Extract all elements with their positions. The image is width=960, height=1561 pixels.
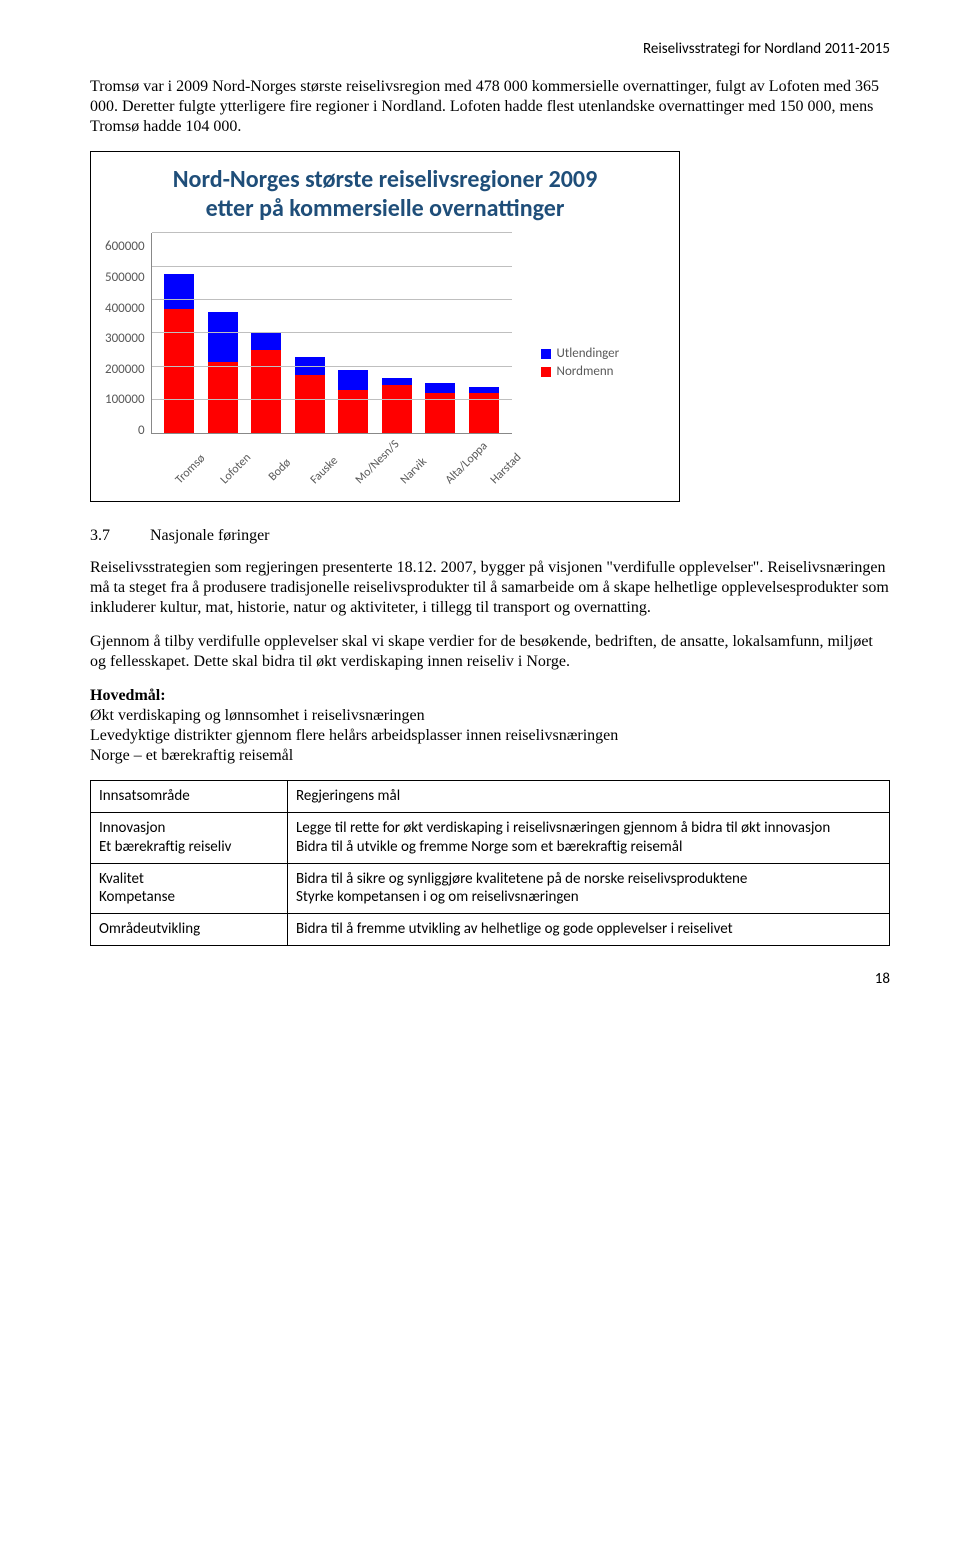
bar-segment-nordmenn: [338, 390, 368, 433]
page-header-right: Reiselivsstrategi for Nordland 2011-2015: [90, 40, 890, 59]
bar-segment-nordmenn: [382, 385, 412, 433]
chart-bar: [164, 274, 194, 433]
table-cell-area: KvalitetKompetanse: [91, 863, 288, 914]
table-cell-goal: Bidra til å fremme utvikling av helhetli…: [288, 914, 890, 946]
hovedmal-line-3: Norge – et bærekraftig reisemål: [90, 747, 293, 764]
legend-item: Utlendinger: [541, 346, 620, 362]
chart-bar: [251, 333, 281, 433]
x-tick-label: Narvik: [398, 456, 430, 488]
chart-gridline: [152, 332, 512, 333]
x-tick-label: Harstad: [488, 456, 520, 488]
chart-gridline: [152, 399, 512, 400]
chart-bar: [425, 383, 455, 433]
y-tick-label: 500000: [105, 270, 145, 286]
table-header-regjeringens-mal: Regjeringens mål: [288, 781, 890, 813]
hovedmal-line-2: Levedyktige distrikter gjennom flere hel…: [90, 727, 618, 744]
bar-segment-utlendinger: [469, 387, 499, 394]
chart-bar: [338, 370, 368, 433]
hovedmal-block: Hovedmål: Økt verdiskaping og lønnsomhet…: [90, 686, 890, 766]
section-number: 3.7: [90, 527, 110, 544]
x-tick-label: Mo/Nesn/S: [353, 456, 385, 488]
chart-gridline: [152, 366, 512, 367]
chart-gridline: [152, 232, 512, 233]
bar-segment-utlendinger: [338, 370, 368, 390]
x-tick-label: Fauske: [308, 456, 340, 488]
bar-segment-utlendinger: [251, 333, 281, 350]
chart-bar: [295, 357, 325, 434]
chart-title: Nord-Norges største reiselivsregioner 20…: [105, 166, 665, 224]
y-tick-label: 600000: [105, 239, 145, 255]
y-tick-label: 200000: [105, 362, 145, 378]
x-tick-label: Bodø: [263, 456, 295, 488]
y-tick-label: 0: [138, 423, 145, 439]
y-tick-label: 300000: [105, 331, 145, 347]
intro-paragraph: Tromsø var i 2009 Nord-Norges største re…: [90, 77, 890, 137]
table-cell-area: InnovasjonEt bærekraftig reiseliv: [91, 813, 288, 864]
bar-segment-nordmenn: [251, 350, 281, 433]
legend-item: Nordmenn: [541, 364, 620, 380]
bar-segment-utlendinger: [382, 378, 412, 385]
page-number: 18: [90, 970, 890, 989]
chart-container: Nord-Norges største reiselivsregioner 20…: [90, 151, 680, 503]
goals-table: InnsatsområdeRegjeringens målInnovasjonE…: [90, 780, 890, 946]
section-3-7-p2: Gjennom å tilby verdifulle opplevelser s…: [90, 632, 890, 672]
table-cell-goal: Bidra til å sikre og synliggjøre kvalite…: [288, 863, 890, 914]
chart-bar: [382, 378, 412, 433]
bar-segment-utlendinger: [425, 383, 455, 393]
bar-segment-nordmenn: [208, 362, 238, 434]
chart-x-axis: TromsøLofotenBodøFauskeMo/Nesn/SNarvikAl…: [151, 438, 523, 453]
section-title: Nasjonale føringer: [150, 527, 270, 544]
bar-segment-nordmenn: [164, 309, 194, 434]
bar-segment-utlendinger: [208, 312, 238, 362]
chart-bar: [469, 387, 499, 434]
chart-bar: [208, 312, 238, 434]
chart-title-line1: Nord-Norges største reiselivsregioner 20…: [173, 165, 598, 194]
x-tick-label: Lofoten: [218, 456, 250, 488]
legend-label: Nordmenn: [557, 364, 614, 380]
chart-title-line2: etter på kommersielle overnattinger: [206, 194, 565, 223]
x-tick-label: Alta/Loppa: [443, 456, 475, 488]
table-header-innsatsomrade: Innsatsområde: [91, 781, 288, 813]
chart-y-axis: 6000005000004000003000002000001000000: [105, 233, 151, 433]
chart-legend: Utlendinger Nordmenn: [541, 344, 620, 383]
legend-swatch: [541, 367, 551, 377]
chart-gridline: [152, 266, 512, 267]
hovedmal-label: Hovedmål:: [90, 687, 166, 704]
section-heading-3-7: 3.7 Nasjonale føringer: [90, 526, 890, 546]
bar-segment-nordmenn: [295, 375, 325, 433]
hovedmal-line-1: Økt verdiskaping og lønnsomhet i reiseli…: [90, 707, 425, 724]
y-tick-label: 400000: [105, 301, 145, 317]
chart-gridline: [152, 299, 512, 300]
section-3-7-p1: Reiselivsstrategien som regjeringen pres…: [90, 558, 890, 618]
x-tick-label: Tromsø: [173, 456, 205, 488]
legend-label: Utlendinger: [557, 346, 620, 362]
y-tick-label: 100000: [105, 392, 145, 408]
legend-swatch: [541, 349, 551, 359]
chart-plot-area: [151, 233, 512, 434]
bar-segment-utlendinger: [164, 274, 194, 309]
table-cell-area: Områdeutvikling: [91, 914, 288, 946]
table-cell-goal: Legge til rette for økt verdiskaping i r…: [288, 813, 890, 864]
